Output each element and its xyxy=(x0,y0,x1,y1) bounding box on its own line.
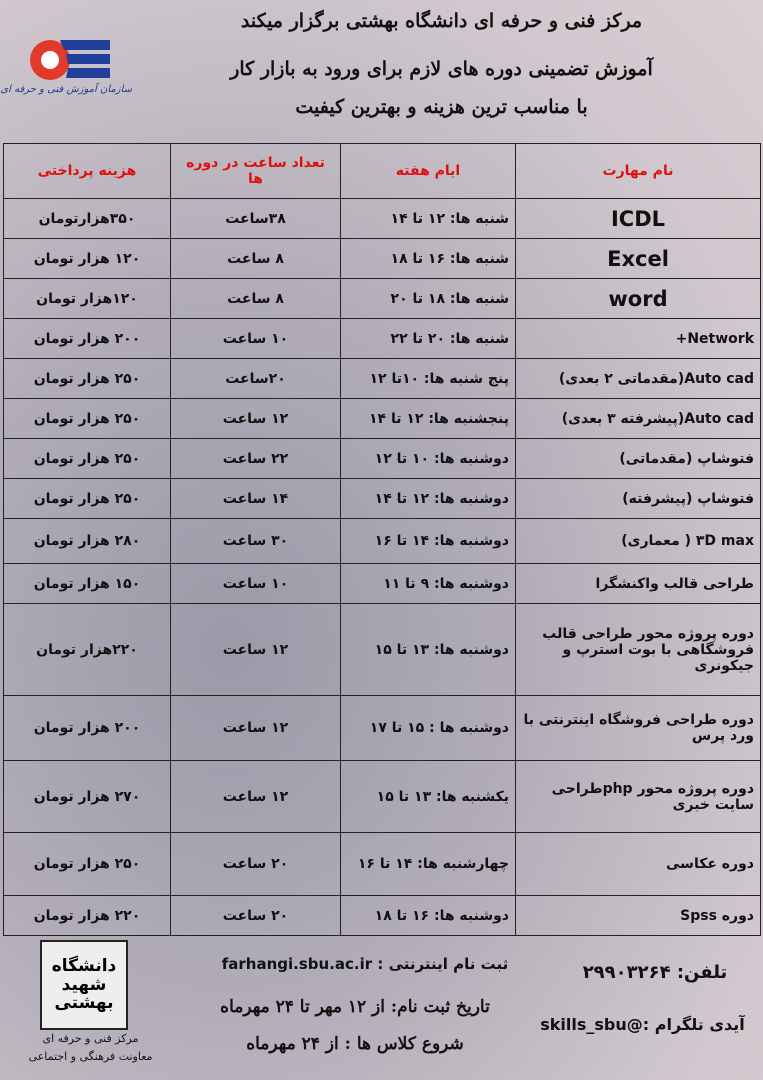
cost: ۲۲۰هزار تومان xyxy=(3,603,171,696)
hours: ۲۲ ساعت xyxy=(170,438,341,479)
weekdays: دوشنبه ها: ۱۰ تا ۱۲ xyxy=(340,438,516,479)
skill-name: دوره پروژه محور phpطراحی سایت خبری xyxy=(515,760,761,833)
skill-name: فتوشاپ (پیشرفته) xyxy=(515,478,761,519)
cost: ۳۵۰هزارتومان xyxy=(3,198,171,239)
cost: ۲۵۰ هزار تومان xyxy=(3,438,171,479)
hours: ۱۴ ساعت xyxy=(170,478,341,519)
skill-name: دوره پروژه محور طراحی قالب فروشگاهی با ب… xyxy=(515,603,761,696)
tagline: با مناسب ترین هزینه و بهترین کیفیت xyxy=(295,96,588,118)
course-row: دوره عکاسی چهارشنبه ها: ۱۴ تا ۱۶ ۲۰ ساعت ۲۵… xyxy=(3,832,761,896)
weekdays: پنجشنبه ها: ۱۲ تا ۱۴ xyxy=(340,398,516,439)
skill-name: دوره عکاسی xyxy=(515,832,761,896)
phone: تلفن: ۲۹۹۰۳۲۶۴ xyxy=(582,962,728,983)
course-row: Auto cad(مقدماتی ۲ بعدی) پنج شنبه ها: ۱۰ت… xyxy=(3,358,761,399)
cost: ۲۲۰ هزار تومان xyxy=(3,895,171,936)
org-logo xyxy=(30,40,110,80)
register-dates: تاریخ ثبت نام: از ۱۲ مهر تا ۲۴ مهرماه xyxy=(220,997,490,1017)
skill-name: Network+ xyxy=(515,318,761,359)
hours: ۲۰ساعت xyxy=(170,358,341,399)
weekdays: شنبه ها: ۱۶ تا ۱۸ xyxy=(340,238,516,279)
course-row: فتوشاپ (مقدماتی) دوشنبه ها: ۱۰ تا ۱۲ ۲۲ سا… xyxy=(3,438,761,479)
cost: ۱۵۰ هزار تومان xyxy=(3,563,171,604)
course-row: ۳D max ( معماری) دوشنبه ها: ۱۴ تا ۱۶ ۳۰ سا… xyxy=(3,518,761,564)
hours: ۳۸ساعت xyxy=(170,198,341,239)
course-table: نام مهارت ایام هفته تعداد ساعت در دوره ها ه… xyxy=(3,143,761,936)
hours: ۱۰ ساعت xyxy=(170,563,341,604)
cost: ۲۵۰ هزار تومان xyxy=(3,832,171,896)
title: مرکز فنی و حرفه ای دانشگاه بهشتی برگزار … xyxy=(240,10,643,32)
cost: ۱۲۰هزار تومان xyxy=(3,278,171,319)
course-row: دوره طراحی فروشگاه اینترنتی با ورد پرس دو… xyxy=(3,695,761,761)
weekdays: دوشنبه ها : ۱۵ تا ۱۷ xyxy=(340,695,516,761)
skill-name: دوره طراحی فروشگاه اینترنتی با ورد پرس xyxy=(515,695,761,761)
hours: ۱۲ ساعت xyxy=(170,695,341,761)
hours: ۸ ساعت xyxy=(170,278,341,319)
skill-name: فتوشاپ (مقدماتی) xyxy=(515,438,761,479)
cost: ۱۲۰ هزار تومان xyxy=(3,238,171,279)
org-name: سازمان آموزش فنی و حرفه ای کشور xyxy=(0,84,132,95)
cost: ۲۵۰ هزار تومان xyxy=(3,478,171,519)
hours: ۸ ساعت xyxy=(170,238,341,279)
weekdays: شنبه ها: ۱۲ تا ۱۴ xyxy=(340,198,516,239)
column-header: تعداد ساعت در دوره ها xyxy=(170,143,341,199)
course-row: دوره پروژه محور phpطراحی سایت خبری یکشنبه… xyxy=(3,760,761,833)
column-header: نام مهارت xyxy=(515,143,761,199)
weekdays: پنج شنبه ها: ۱۰تا ۱۲ xyxy=(340,358,516,399)
skill-name: word xyxy=(515,278,761,319)
column-header: ایام هفته xyxy=(340,143,516,199)
skill-name: ۳D max ( معماری) xyxy=(515,518,761,564)
hours: ۲۰ ساعت xyxy=(170,832,341,896)
hours: ۳۰ ساعت xyxy=(170,518,341,564)
course-row: Network+ شنبه ها: ۲۰ تا ۲۲ ۱۰ ساعت ۲۰۰ هزار… xyxy=(3,318,761,359)
register-online: ثبت نام اینترنتی : farhangi.sbu.ac.ir xyxy=(221,955,509,973)
hours: ۱۲ ساعت xyxy=(170,398,341,439)
skill-name: Auto cad(پیشرفته ۳ بعدی) xyxy=(515,398,761,439)
cost: ۲۰۰ هزار تومان xyxy=(3,318,171,359)
course-row: دوره Spss دوشنبه ها: ۱۶ تا ۱۸ ۲۰ ساعت ۲۲۰ ه… xyxy=(3,895,761,936)
weekdays: دوشنبه ها: ۱۳ تا ۱۵ xyxy=(340,603,516,696)
weekdays: دوشنبه ها: ۹ تا ۱۱ xyxy=(340,563,516,604)
skill-name: طراحی قالب واکنشگرا xyxy=(515,563,761,604)
hours: ۲۰ ساعت xyxy=(170,895,341,936)
cost: ۲۵۰ هزار تومان xyxy=(3,358,171,399)
hours: ۱۲ ساعت xyxy=(170,760,341,833)
cost: ۲۸۰ هزار تومان xyxy=(3,518,171,564)
weekdays: دوشنبه ها: ۱۶ تا ۱۸ xyxy=(340,895,516,936)
subtitle: آموزش تضمینی دوره های لازم برای ورود به … xyxy=(230,58,653,80)
weekdays: شنبه ها: ۱۸ تا ۲۰ xyxy=(340,278,516,319)
hours: ۱۲ ساعت xyxy=(170,603,341,696)
weekdays: دوشنبه ها: ۱۲ تا ۱۴ xyxy=(340,478,516,519)
weekdays: چهارشنبه ها: ۱۴ تا ۱۶ xyxy=(340,832,516,896)
cost: ۲۰۰ هزار تومان xyxy=(3,695,171,761)
hours: ۱۰ ساعت xyxy=(170,318,341,359)
weekdays: دوشنبه ها: ۱۴ تا ۱۶ xyxy=(340,518,516,564)
course-row: word شنبه ها: ۱۸ تا ۲۰ ۸ ساعت ۱۲۰هزار تومان xyxy=(3,278,761,319)
skill-name: Auto cad(مقدماتی ۲ بعدی) xyxy=(515,358,761,399)
course-row: ICDL شنبه ها: ۱۲ تا ۱۴ ۳۸ساعت ۳۵۰هزارتومان xyxy=(3,198,761,239)
course-row: Excel شنبه ها: ۱۶ تا ۱۸ ۸ ساعت ۱۲۰ هزار توم… xyxy=(3,238,761,279)
university-logo: دانشگاه شهید بهشتی xyxy=(40,940,128,1030)
skill-name: Excel xyxy=(515,238,761,279)
class-start: شروع کلاس ها : از ۲۴ مهرماه xyxy=(246,1034,464,1054)
course-row: فتوشاپ (پیشرفته) دوشنبه ها: ۱۲ تا ۱۴ ۱۴ سا… xyxy=(3,478,761,519)
telegram: آیدی تلگرام :@skills_sbu xyxy=(540,1015,745,1034)
weekdays: یکشنبه ها: ۱۳ تا ۱۵ xyxy=(340,760,516,833)
course-row: دوره پروژه محور طراحی قالب فروشگاهی با ب… xyxy=(3,603,761,696)
weekdays: شنبه ها: ۲۰ تا ۲۲ xyxy=(340,318,516,359)
column-header: هزینه پرداختی xyxy=(3,143,171,199)
skill-name: دوره Spss xyxy=(515,895,761,936)
center-name: مرکز فنی و حرفه ای xyxy=(42,1032,139,1045)
header-row: نام مهارت ایام هفته تعداد ساعت در دوره ها ه… xyxy=(3,143,761,199)
skill-name: ICDL xyxy=(515,198,761,239)
course-row: طراحی قالب واکنشگرا دوشنبه ها: ۹ تا ۱۱ ۱۰ … xyxy=(3,563,761,604)
course-row: Auto cad(پیشرفته ۳ بعدی) پنجشنبه ها: ۱۲ ت… xyxy=(3,398,761,439)
cost: ۲۷۰ هزار تومان xyxy=(3,760,171,833)
cost: ۲۵۰ هزار تومان xyxy=(3,398,171,439)
center-dept: معاونت فرهنگی و اجتماعی xyxy=(28,1050,153,1063)
